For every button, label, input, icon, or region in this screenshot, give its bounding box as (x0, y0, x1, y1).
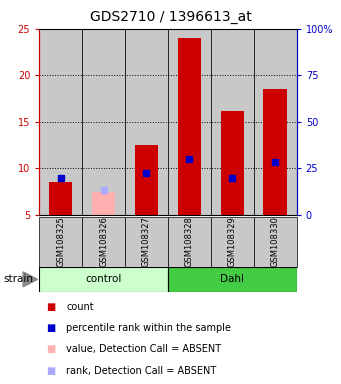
Bar (39, 217, 82, 267)
Text: percentile rank within the sample: percentile rank within the sample (66, 323, 232, 333)
Text: GSM108330: GSM108330 (271, 217, 280, 267)
Bar (125, 217, 168, 267)
Text: ■: ■ (46, 302, 55, 312)
Text: strain: strain (3, 274, 33, 285)
Text: GSM108327: GSM108327 (142, 217, 151, 267)
Text: GSM108328: GSM108328 (185, 217, 194, 267)
Bar (49, 182, 73, 215)
Text: count: count (66, 302, 94, 312)
Bar (221, 111, 244, 215)
Text: GSM108329: GSM108329 (228, 217, 237, 267)
Text: GDS2710 / 1396613_at: GDS2710 / 1396613_at (90, 10, 251, 23)
Bar (211, 29, 254, 215)
Bar (82, 217, 125, 267)
Bar (263, 89, 287, 215)
Text: ■: ■ (46, 366, 55, 376)
Bar (168, 267, 297, 292)
Text: GSM108326: GSM108326 (99, 217, 108, 267)
Bar (135, 145, 158, 215)
Bar (39, 267, 168, 292)
Bar (82, 29, 125, 215)
Text: control: control (85, 274, 122, 285)
Bar (92, 192, 115, 215)
Bar (168, 217, 211, 267)
Bar (125, 29, 168, 215)
Text: value, Detection Call = ABSENT: value, Detection Call = ABSENT (66, 344, 222, 354)
Bar (39, 29, 82, 215)
Polygon shape (23, 272, 38, 287)
Bar (254, 29, 297, 215)
Bar (178, 38, 201, 215)
Bar (168, 29, 211, 215)
Text: rank, Detection Call = ABSENT: rank, Detection Call = ABSENT (66, 366, 217, 376)
Bar (254, 217, 297, 267)
Text: Dahl: Dahl (220, 274, 244, 285)
Text: ■: ■ (46, 323, 55, 333)
Text: ■: ■ (46, 344, 55, 354)
Bar (211, 217, 254, 267)
Text: GSM108325: GSM108325 (56, 217, 65, 267)
